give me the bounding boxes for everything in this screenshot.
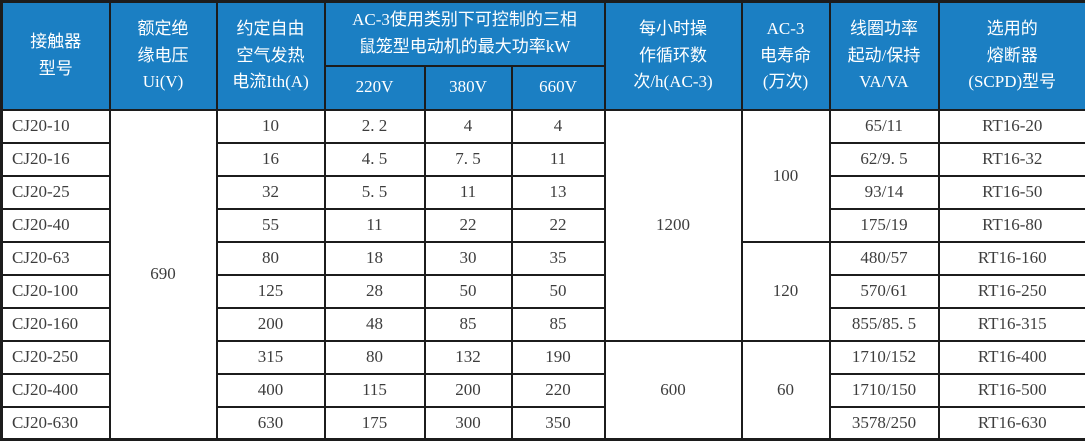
cell-fuse: RT16-160 [939,242,1085,275]
cell-ith: 80 [217,242,325,275]
cell-model: CJ20-40 [2,209,110,242]
cell-kw660: 50 [512,275,605,308]
cell-model: CJ20-10 [2,110,110,143]
cell-kw380: 30 [425,242,512,275]
cell-fuse: RT16-32 [939,143,1085,176]
header-kw-380v: 380V [425,66,512,110]
cell-kw220: 4. 5 [325,143,425,176]
cell-insulation-voltage-merged: 690 [110,110,217,440]
table-row: CJ20-10 690 10 2. 2 4 4 1200 100 65/11 R… [2,110,1085,143]
cell-kw660: 4 [512,110,605,143]
cell-model: CJ20-160 [2,308,110,341]
cell-coil: 175/19 [830,209,939,242]
cell-kw380: 300 [425,407,512,440]
cell-kw660: 220 [512,374,605,407]
cell-ith: 10 [217,110,325,143]
cell-kw380: 22 [425,209,512,242]
header-thermal-current: 约定自由 空气发热 电流Ith(A) [217,2,325,110]
cell-model: CJ20-100 [2,275,110,308]
cell-ith: 55 [217,209,325,242]
cell-kw380: 11 [425,176,512,209]
cell-kw220: 2. 2 [325,110,425,143]
cell-kw380: 132 [425,341,512,374]
cell-kw660: 190 [512,341,605,374]
cell-ith: 16 [217,143,325,176]
header-kw-220v: 220V [325,66,425,110]
cell-fuse: RT16-250 [939,275,1085,308]
cell-model: CJ20-250 [2,341,110,374]
header-electrical-life: AC-3 电寿命 (万次) [742,2,830,110]
cell-coil: 480/57 [830,242,939,275]
header-fuse-model: 选用的 熔断器 (SCPD)型号 [939,2,1085,110]
cell-coil: 1710/150 [830,374,939,407]
header-coil-power: 线圈功率 起动/保持 VA/VA [830,2,939,110]
cell-coil: 3578/250 [830,407,939,440]
cell-fuse: RT16-50 [939,176,1085,209]
cell-ith: 32 [217,176,325,209]
header-model: 接触器 型号 [2,2,110,110]
cell-kw220: 115 [325,374,425,407]
cell-fuse: RT16-315 [939,308,1085,341]
cell-kw220: 80 [325,341,425,374]
cell-coil: 65/11 [830,110,939,143]
cell-fuse: RT16-500 [939,374,1085,407]
cell-kw380: 50 [425,275,512,308]
cell-life-merged-120: 120 [742,242,830,341]
cell-kw220: 175 [325,407,425,440]
cell-model: CJ20-400 [2,374,110,407]
cell-kw660: 13 [512,176,605,209]
header-kw-660v: 660V [512,66,605,110]
cell-coil: 570/61 [830,275,939,308]
cell-life-merged-100: 100 [742,110,830,242]
header-cycles-per-hour: 每小时操 作循环数 次/h(AC-3) [605,2,742,110]
cell-cycles-merged-1200: 1200 [605,110,742,341]
cell-kw220: 18 [325,242,425,275]
cell-kw660: 22 [512,209,605,242]
cell-cycles-merged-600: 600 [605,341,742,440]
cell-kw660: 11 [512,143,605,176]
cell-coil: 855/85. 5 [830,308,939,341]
cell-kw380: 7. 5 [425,143,512,176]
cell-model: CJ20-16 [2,143,110,176]
cell-kw220: 28 [325,275,425,308]
cell-ith: 125 [217,275,325,308]
cell-ith: 630 [217,407,325,440]
cell-kw220: 48 [325,308,425,341]
table-body: CJ20-10 690 10 2. 2 4 4 1200 100 65/11 R… [2,110,1085,440]
cell-coil: 1710/152 [830,341,939,374]
cell-ith: 200 [217,308,325,341]
cell-kw660: 350 [512,407,605,440]
cell-ith: 400 [217,374,325,407]
header-kw-group: AC-3使用类别下可控制的三相 鼠笼型电动机的最大功率kW [325,2,605,66]
cell-kw220: 5. 5 [325,176,425,209]
cell-kw220: 11 [325,209,425,242]
cell-kw380: 4 [425,110,512,143]
cell-fuse: RT16-400 [939,341,1085,374]
cell-life-merged-60: 60 [742,341,830,440]
cell-model: CJ20-25 [2,176,110,209]
cell-kw380: 85 [425,308,512,341]
cell-fuse: RT16-80 [939,209,1085,242]
table-header: 接触器 型号 额定绝 缘电压 Ui(V) 约定自由 空气发热 电流Ith(A) … [2,2,1085,110]
cell-fuse: RT16-630 [939,407,1085,440]
cell-kw660: 85 [512,308,605,341]
cell-ith: 315 [217,341,325,374]
cell-kw380: 200 [425,374,512,407]
cell-coil: 62/9. 5 [830,143,939,176]
cell-kw660: 35 [512,242,605,275]
header-insulation-voltage: 额定绝 缘电压 Ui(V) [110,2,217,110]
cell-coil: 93/14 [830,176,939,209]
cell-model: CJ20-63 [2,242,110,275]
cell-model: CJ20-630 [2,407,110,440]
cell-fuse: RT16-20 [939,110,1085,143]
